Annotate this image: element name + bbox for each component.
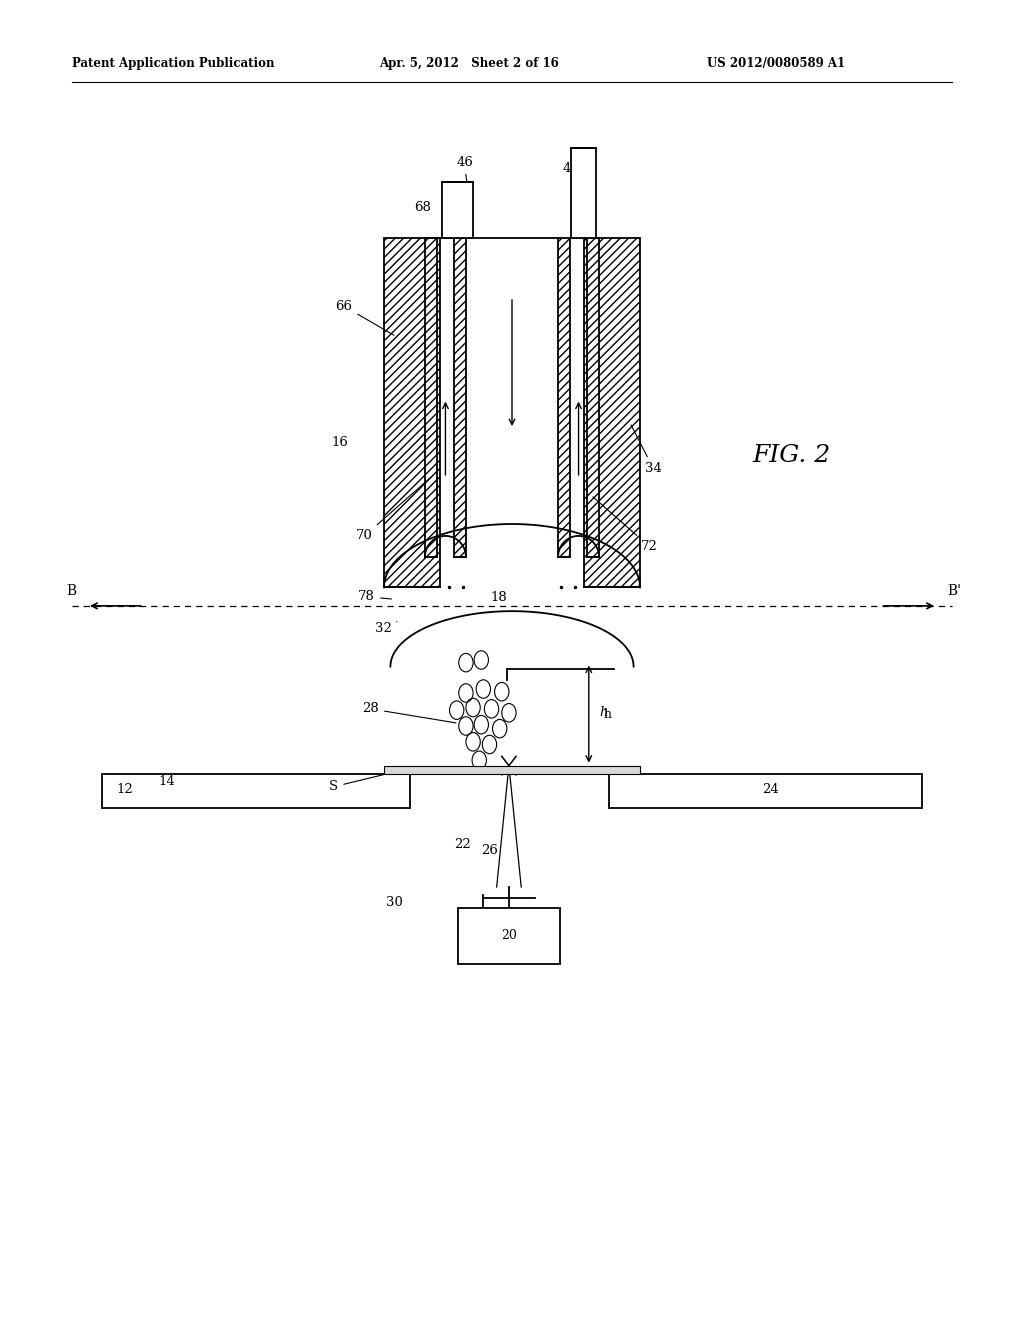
Text: B: B [67, 583, 77, 598]
Bar [425, 238, 437, 557]
Text: 78: 78 [358, 590, 391, 603]
Text: h: h [599, 706, 607, 719]
Text: S: S [330, 770, 401, 793]
Text: 30: 30 [386, 896, 402, 909]
Bar [384, 238, 440, 587]
Bar [584, 238, 640, 587]
Text: 48: 48 [563, 162, 593, 176]
Bar [584, 238, 640, 587]
Bar [425, 238, 437, 557]
Text: 20: 20 [501, 929, 517, 942]
Bar [587, 238, 599, 557]
Bar [102, 774, 410, 808]
Text: Apr. 5, 2012   Sheet 2 of 16: Apr. 5, 2012 Sheet 2 of 16 [379, 57, 559, 70]
Text: 66: 66 [336, 300, 394, 335]
Text: 22: 22 [455, 838, 471, 851]
Text: 34: 34 [631, 425, 662, 475]
Bar [609, 774, 922, 808]
Text: 70: 70 [356, 477, 431, 543]
Text: 14: 14 [159, 775, 175, 788]
Text: 24: 24 [762, 783, 778, 796]
Text: Patent Application Publication: Patent Application Publication [72, 57, 274, 70]
Bar [384, 238, 440, 587]
Bar [454, 238, 466, 557]
Text: 18: 18 [490, 591, 507, 605]
Text: 32: 32 [375, 622, 397, 635]
Bar [558, 238, 570, 557]
Text: 72: 72 [593, 496, 657, 553]
Text: US 2012/0080589 A1: US 2012/0080589 A1 [707, 57, 845, 70]
Bar [587, 238, 599, 557]
Text: 26: 26 [481, 843, 498, 857]
Bar [558, 238, 570, 557]
Bar [458, 908, 560, 964]
Text: h: h [603, 708, 611, 721]
Text: B': B' [947, 583, 962, 598]
Text: 12: 12 [117, 783, 133, 796]
Bar [571, 148, 596, 238]
Text: 68: 68 [415, 201, 431, 214]
Text: 16: 16 [332, 436, 348, 449]
Text: FIG. 2: FIG. 2 [753, 444, 830, 467]
Bar [442, 182, 473, 238]
Bar [384, 766, 640, 774]
Bar [454, 238, 466, 557]
Text: 28: 28 [362, 702, 456, 723]
Text: 46: 46 [457, 156, 473, 186]
